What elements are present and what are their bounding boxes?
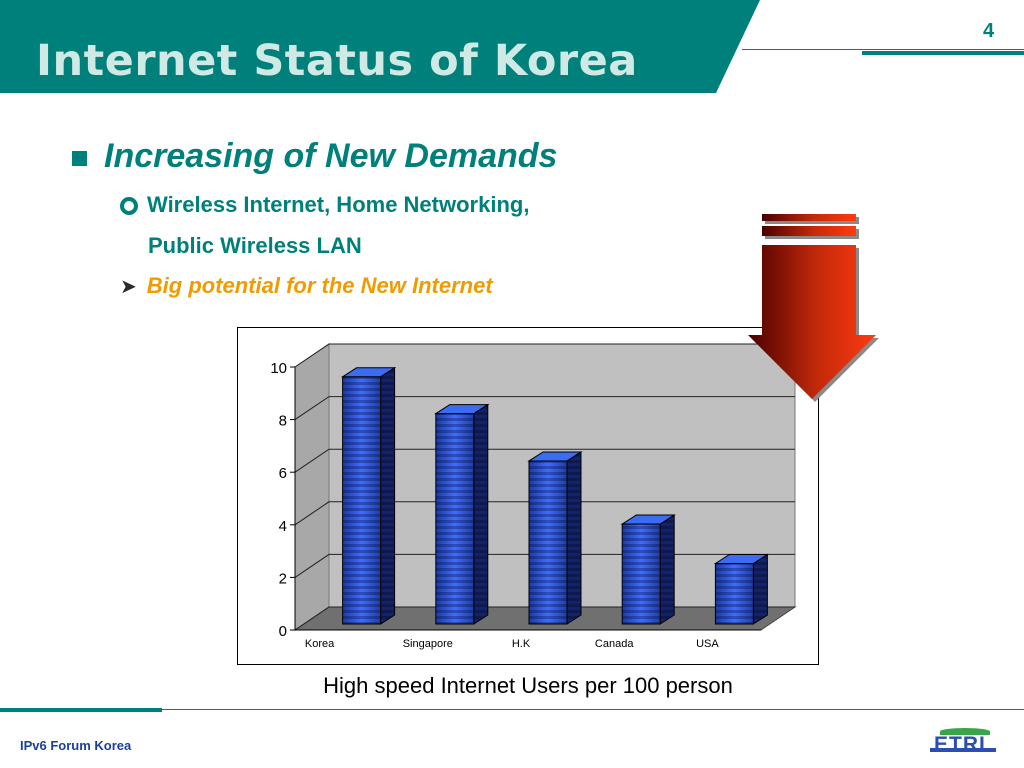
bar-usa [713,553,770,625]
sub-bullet-wireless: Wireless Internet, Home Networking, [120,192,529,218]
bar-canada [620,514,676,625]
arrow-bullet-icon: ➤ [120,275,137,298]
bar-side-stripes [473,404,488,624]
chart-frame: 0 2 4 6 8 10 Korea Singapore H.K Canada USA [237,327,819,665]
title-banner [0,0,760,93]
footer-label: IPv6 Forum Korea [20,738,132,753]
logo-text: ETRI [934,733,986,756]
bar-hk [527,451,583,625]
gridline [294,343,795,368]
y-tick-label: 6 [279,465,287,482]
bar-front-stripes [715,563,754,624]
bar-front-stripes [529,460,567,624]
bar-top [434,404,490,415]
bar-korea [340,366,397,625]
y-tick-label: 8 [279,413,287,430]
x-tick-label: Singapore [403,638,453,650]
sub-bullet-wireless-text-line2: Public Wireless LAN [148,233,362,258]
header-rule-thick [862,51,1024,55]
sub-bullet-potential-text: Big potential for the New Internet [146,273,493,298]
footer-rule-thick [0,708,162,712]
bar-top [527,451,583,462]
y-tick-label: 0 [279,623,287,640]
page-title: Internet Status of Korea [36,36,638,86]
logo-stripe [930,748,996,752]
logo-swoosh [940,728,990,735]
bar-front-stripes [622,524,661,624]
gridline [294,501,795,526]
down-arrow-icon [748,214,879,402]
footer-rule-thin [162,709,1024,710]
bar-front-stripes [342,376,381,624]
bar-front-stripes [435,413,474,624]
bar-side-stripes [380,367,395,624]
y-tick-label: 4 [279,518,287,535]
header-rule-thin [742,49,1024,50]
ring-bullet-icon [120,197,138,215]
x-tick-label: Korea [305,638,335,650]
sub-bullet-wireless-text: Wireless Internet, Home Networking, [147,192,530,217]
plot-side-wall [294,343,330,631]
x-tick-label: Canada [595,638,634,650]
square-bullet-icon [72,150,87,166]
bar-singapore [434,403,490,625]
x-tick-label: USA [696,638,719,650]
main-bullet-text: Increasing of New Demands [104,137,558,175]
sub-bullet-potential: ➤ Big potential for the New Internet [120,273,493,299]
bar-chart: 0 2 4 6 8 10 Korea Singapore H.K Canada USA [270,343,797,650]
bar-top [620,514,676,525]
bar-side-stripes [567,451,581,624]
y-tick-label: 2 [279,570,287,587]
y-tick-label: 10 [270,360,287,377]
main-bullet: Increasing of New Demands [72,137,557,176]
gridline [294,396,795,421]
x-tick-label: H.K [512,638,531,650]
etri-logo: ETRI [928,728,998,756]
gridline [294,448,795,473]
bar-side-stripes [753,554,768,624]
bar-top [713,554,770,565]
chart-caption: High speed Internet Users per 100 person [323,673,733,698]
sub-bullet-wireless-continued: Public Wireless LAN [148,233,362,259]
bar-top [340,367,397,378]
bar-side-stripes [660,515,675,624]
page-number: 4 [983,20,995,42]
